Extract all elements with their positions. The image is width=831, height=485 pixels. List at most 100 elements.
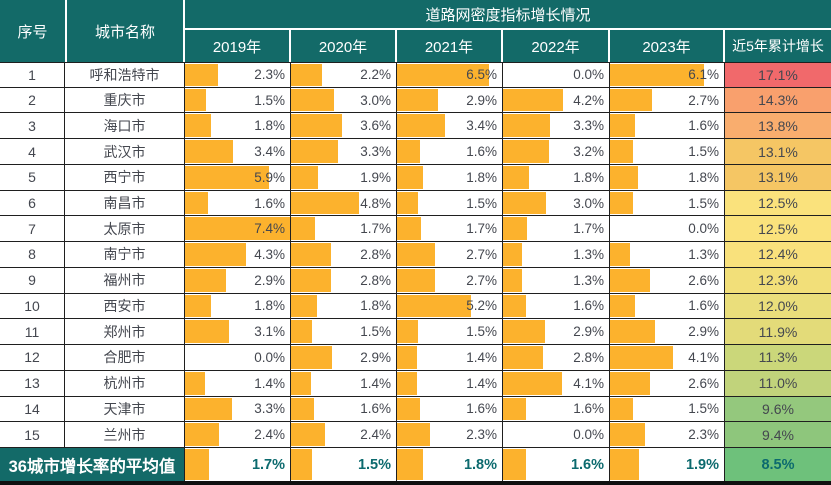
cumulative-cell: 9.4%: [725, 422, 831, 447]
year-value-cell: 1.8%: [503, 164, 610, 190]
value-label: 1.8%: [466, 169, 497, 185]
year-value-cell: 1.4%: [397, 345, 503, 370]
table-row: 12 合肥市 0.0% 2.9% 1.4% 2.8% 4.1% 11.3%: [0, 345, 831, 371]
data-bar: [610, 449, 640, 480]
year-value-cell: 1.6%: [291, 396, 397, 422]
value-label: 3.4%: [254, 144, 285, 160]
table-row: 7 太原市 7.4% 1.7% 1.7% 1.7% 0.0% 12.5%: [0, 216, 831, 243]
value-label: 1.8%: [254, 298, 285, 314]
year-value-cell: 1.8%: [185, 293, 291, 319]
value-label: 1.5%: [688, 401, 719, 417]
city-cell: 呼和浩特市: [65, 63, 185, 87]
value-label: 1.6%: [573, 401, 604, 417]
city-cell: 郑州市: [65, 319, 185, 345]
data-bar: [503, 320, 545, 344]
year-header-2022年: 2022年: [503, 30, 610, 62]
city-cell: 海口市: [65, 113, 185, 139]
data-bar: [185, 423, 220, 446]
data-bar: [397, 114, 446, 138]
year-value-cell: 1.8%: [185, 113, 291, 139]
value-label: 1.4%: [466, 349, 497, 365]
value-label: 2.4%: [254, 427, 285, 443]
value-label: 3.2%: [573, 144, 604, 160]
year-value-cell: 2.9%: [610, 319, 725, 345]
year-value-cell: 3.3%: [185, 396, 291, 422]
rank-cell: 4: [0, 139, 65, 164]
rank-cell: 5: [0, 164, 65, 190]
data-bar: [291, 88, 334, 112]
year-value-cell: 2.8%: [503, 345, 610, 370]
year-value-cell: 2.3%: [185, 63, 291, 87]
data-bar: [610, 64, 704, 86]
value-label: 3.6%: [360, 118, 391, 134]
data-bar: [291, 140, 338, 163]
rank-cell: 12: [0, 345, 65, 370]
data-bar: [610, 320, 655, 344]
data-bar: [291, 397, 314, 421]
year-value-cell: 3.1%: [185, 319, 291, 345]
data-bar: [185, 243, 246, 266]
year-value-cell: 5.9%: [185, 164, 291, 190]
value-label: 1.7%: [251, 456, 285, 473]
data-bar: [185, 294, 211, 318]
value-label: 5.2%: [466, 298, 497, 314]
value-label: 1.6%: [573, 298, 604, 314]
value-label: 2.6%: [688, 272, 719, 288]
year-value-cell: 1.5%: [397, 319, 503, 345]
average-value-cell: 1.8%: [397, 448, 503, 481]
year-value-cell: 0.0%: [185, 345, 291, 370]
data-bar: [503, 294, 526, 318]
year-value-cell: 1.6%: [397, 139, 503, 164]
value-label: 2.8%: [360, 272, 391, 288]
city-cell: 西宁市: [65, 164, 185, 190]
data-bar: [397, 217, 422, 241]
data-bar: [291, 346, 333, 369]
value-label: 0.0%: [573, 67, 604, 83]
value-label: 4.1%: [573, 375, 604, 391]
year-value-cell: 4.3%: [185, 242, 291, 267]
year-value-cell: 1.5%: [610, 190, 725, 216]
table-row: 13 杭州市 1.4% 1.4% 1.4% 4.1% 2.6% 11.0%: [0, 370, 831, 397]
year-value-cell: 0.0%: [503, 63, 610, 87]
rank-cell: 9: [0, 267, 65, 293]
value-label: 1.5%: [688, 195, 719, 211]
value-label: 4.3%: [254, 246, 285, 262]
value-label: 2.7%: [688, 92, 719, 108]
table-row: 11 郑州市 3.1% 1.5% 1.5% 2.9% 2.9% 11.9%: [0, 319, 831, 346]
value-label: 1.8%: [688, 169, 719, 185]
value-label: 4.1%: [688, 349, 719, 365]
data-bar: [185, 114, 211, 138]
data-bar: [291, 371, 311, 395]
data-bar: [291, 243, 331, 266]
average-row-label: 36城市增长率的平均值: [0, 448, 185, 481]
cumulative-cell: 11.3%: [725, 345, 831, 370]
data-bar: [291, 217, 316, 241]
value-label: 2.3%: [688, 427, 719, 443]
value-label: 1.8%: [254, 118, 285, 134]
rank-cell: 14: [0, 396, 65, 422]
data-bar: [503, 243, 522, 266]
value-label: 2.2%: [360, 67, 391, 83]
data-bar: [610, 165, 638, 189]
year-value-cell: 4.2%: [503, 87, 610, 113]
value-label: 1.7%: [466, 221, 497, 237]
value-label: 1.5%: [688, 144, 719, 160]
data-bar: [610, 423, 646, 446]
rank-cell: 8: [0, 242, 65, 267]
value-label: 1.3%: [573, 246, 604, 262]
year-value-cell: 3.6%: [291, 113, 397, 139]
data-bar: [610, 268, 651, 292]
header-cumulative: 近5年累计增长: [732, 38, 824, 54]
year-value-cell: 1.3%: [503, 242, 610, 267]
data-bar: [397, 294, 471, 318]
year-value-cell: 1.8%: [397, 164, 503, 190]
year-value-cell: 1.7%: [503, 216, 610, 242]
year-value-cell: 1.4%: [185, 370, 291, 396]
year-value-cell: 2.9%: [291, 345, 397, 370]
average-value-cell: 1.5%: [291, 448, 397, 481]
cumulative-cell: 13.8%: [725, 113, 831, 139]
year-value-cell: 1.6%: [397, 396, 503, 422]
table-title: 道路网密度指标增长情况: [185, 0, 831, 30]
value-label: 2.6%: [688, 375, 719, 391]
data-bar: [185, 64, 218, 86]
